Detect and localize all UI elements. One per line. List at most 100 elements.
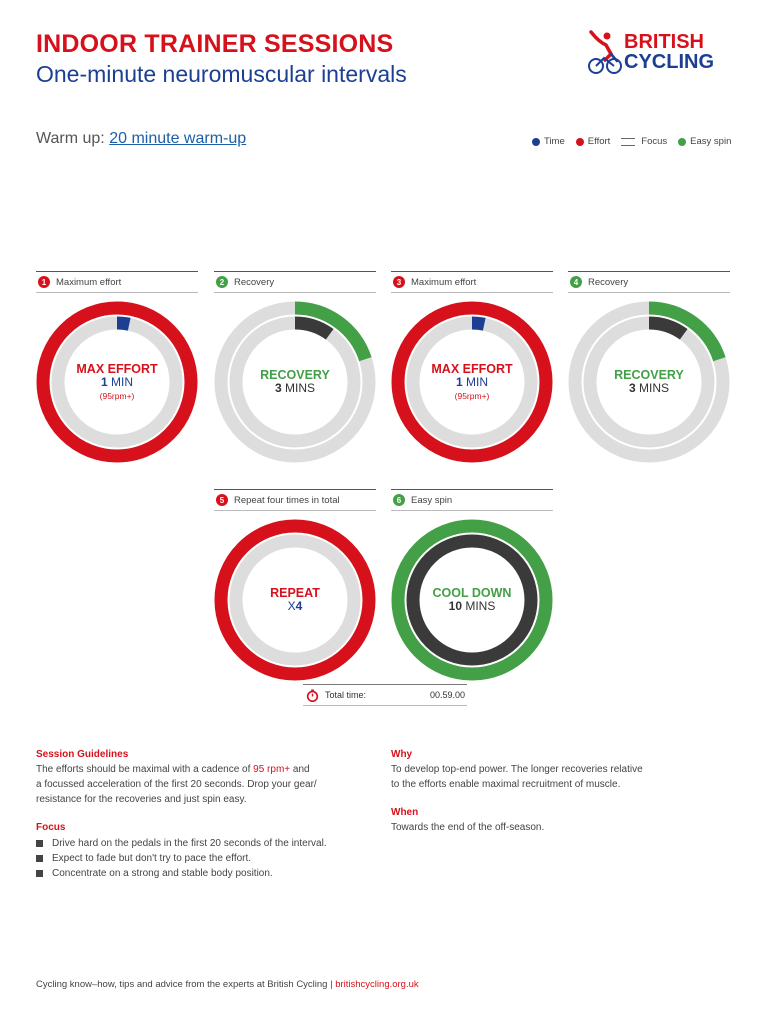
effort-dot-icon (575, 137, 584, 146)
ring-duration-value: 10 (448, 599, 462, 613)
step-number: 4 (570, 276, 582, 288)
ring-chart: RECOVERY 3 MINS (568, 301, 730, 463)
ring-duration-unit: MIN (466, 374, 489, 389)
ring-outer-progress (36, 301, 198, 463)
legend: Time Effort Focus Easy spin (532, 136, 731, 147)
step-title: Easy spin (411, 494, 453, 506)
legend-time: Time (544, 136, 565, 147)
cadence-highlight: 95 rpm+ (253, 764, 291, 775)
footer: Cycling know–how, tips and advice from t… (36, 979, 419, 990)
when-text: Towards the end of the off-season. (391, 822, 545, 833)
step-header: 3 Maximum effort (391, 271, 553, 293)
bullet-square-icon (36, 855, 43, 862)
ring-inner-track (229, 534, 361, 666)
bullet-square-icon (36, 870, 43, 877)
step-title: Maximum effort (411, 276, 477, 288)
step-number: 3 (393, 276, 405, 288)
step-6: 6 Easy spin COOL DOWN 10 MINS (391, 489, 553, 681)
focus-heading: Focus (36, 822, 66, 833)
guidelines-text: The efforts should be maximal with a cad… (36, 762, 366, 807)
why-line1: To develop top-end power. The longer rec… (391, 764, 643, 775)
ring-duration-value: 1 (455, 374, 463, 389)
stopwatch-icon (306, 688, 319, 702)
ring-cadence-note: (95rpm+) (454, 390, 490, 401)
logo-line-british: BRITISH (624, 31, 704, 53)
total-time-value: 00.59.00 (429, 690, 465, 700)
bullet-square-icon (36, 840, 43, 847)
step-title: Recovery (234, 276, 275, 288)
footer-link[interactable]: britishcycling.org.uk (335, 979, 419, 990)
ring-duration-unit: MINS (639, 381, 670, 395)
ring-duration-value: 1 (100, 374, 108, 389)
total-time-label: Total time: (325, 690, 367, 700)
ring-chart: REPEAT X4 (214, 519, 376, 681)
step-number: 5 (216, 494, 228, 506)
ring-main-label: RECOVERY (614, 368, 684, 382)
ring-duration-unit: MINS (285, 381, 316, 395)
logo-line-cycling: CYCLING (624, 51, 714, 73)
ring-outer-progress (214, 519, 376, 681)
ring-cadence-note: (95rpm+) (99, 390, 135, 401)
step-header: 1 Maximum effort (36, 271, 198, 293)
step-1: 1 Maximum effort MAX EFFORT 1 MIN (95rpm… (36, 271, 198, 463)
ring-repeat-prefix: X (287, 599, 296, 613)
page-subtitle: One-minute neuromuscular intervals (36, 61, 407, 87)
warmup-link[interactable]: 20 minute warm-up (109, 130, 247, 147)
ring-duration-value: 3 (628, 381, 636, 395)
footer-text: Cycling know–how, tips and advice from t… (36, 979, 336, 990)
when-heading: When (391, 807, 419, 818)
step-header: 6 Easy spin (391, 489, 553, 511)
focus-item-text: Concentrate on a strong and stable body … (52, 868, 273, 879)
ring-chart: MAX EFFORT 1 MIN (95rpm+) (36, 301, 198, 463)
ring-main-label: COOL DOWN (432, 586, 512, 600)
ring-main-label: MAX EFFORT (76, 361, 158, 376)
warmup-label: Warm up: (36, 130, 105, 147)
ring-main-label: MAX EFFORT (431, 361, 513, 376)
guidelines-heading: Session Guidelines (36, 749, 129, 760)
step-title: Maximum effort (56, 276, 122, 288)
ring-duration-value: 3 (274, 381, 282, 395)
time-dot-icon (532, 137, 540, 146)
ring-main-label: REPEAT (270, 586, 320, 600)
ring-duration-unit: MINS (465, 599, 496, 613)
ring-chart: COOL DOWN 10 MINS (391, 519, 553, 681)
focus-item-text: Drive hard on the pedals in the first 20… (52, 838, 327, 849)
why-line2: to the efforts enable maximal recruitmen… (391, 779, 621, 790)
list-item: Drive hard on the pedals in the first 20… (36, 836, 327, 851)
focus-lines-icon (621, 137, 636, 146)
page-title: INDOOR TRAINER SESSIONS (36, 30, 394, 58)
ring-outer-progress (568, 301, 730, 463)
step-title: Recovery (588, 276, 629, 288)
easy-spin-dot-icon (678, 137, 687, 146)
step-number: 1 (38, 276, 50, 288)
guidelines-line1-end: and (290, 764, 310, 775)
why-heading: Why (391, 749, 413, 760)
step-4: 4 Recovery RECOVERY 3 MINS (568, 271, 730, 463)
warmup-line: Warm up: 20 minute warm-up (36, 130, 246, 148)
total-time-row: Total time: 00.59.00 (303, 684, 467, 706)
ring-inner-progress (51, 316, 183, 448)
ring-inner-progress (406, 316, 538, 448)
ring-inner-progress (583, 316, 715, 448)
ring-inner-progress (406, 534, 538, 666)
cyclist-icon (588, 30, 622, 74)
focus-item-text: Expect to fade but don't try to pace the… (52, 853, 252, 864)
ring-outer-progress (391, 301, 553, 463)
list-item: Expect to fade but don't try to pace the… (36, 851, 327, 866)
ring-main-label: RECOVERY (260, 368, 330, 382)
step-header: 5 Repeat four times in total (214, 489, 376, 511)
ring-duration-unit: MIN (111, 374, 134, 389)
guidelines-line3: resistance for the recoveries and just s… (36, 794, 247, 805)
step-number: 6 (393, 494, 405, 506)
focus-list: Drive hard on the pedals in the first 20… (36, 836, 327, 881)
ring-outer-progress (214, 301, 376, 463)
ring-outer-progress (391, 519, 553, 681)
ring-chart: MAX EFFORT 1 MIN (95rpm+) (391, 301, 553, 463)
step-header: 4 Recovery (568, 271, 730, 293)
step-header: 2 Recovery (214, 271, 376, 293)
step-number: 2 (216, 276, 228, 288)
step-title: Repeat four times in total (234, 494, 340, 506)
legend-easy-spin: Easy spin (690, 136, 732, 147)
step-5: 5 Repeat four times in total REPEAT X4 (214, 489, 376, 681)
ring-chart: RECOVERY 3 MINS (214, 301, 376, 463)
